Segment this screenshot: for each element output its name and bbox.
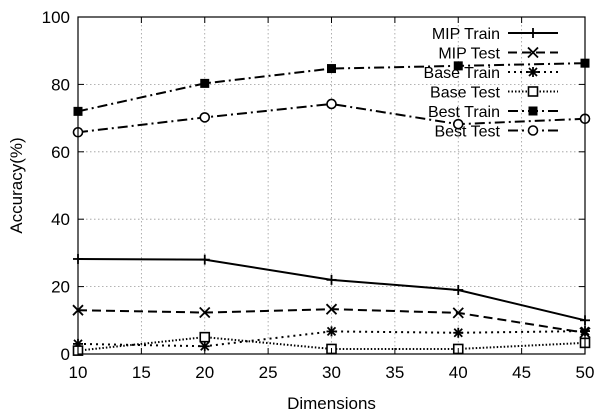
y-tick-label: 60 bbox=[51, 143, 70, 162]
data-point-base-test-marker bbox=[199, 331, 211, 343]
series-best-test bbox=[72, 98, 591, 138]
y-tick-label: 80 bbox=[51, 75, 70, 94]
x-tick-label: 20 bbox=[195, 363, 214, 382]
legend-label: MIP Train bbox=[432, 26, 500, 43]
legend-marker bbox=[528, 28, 538, 38]
legend-label: Base Train bbox=[424, 65, 500, 82]
legend-item-base-test: Base Test bbox=[430, 85, 558, 102]
x-tick-label: 30 bbox=[322, 363, 341, 382]
data-point-mip-test-marker bbox=[199, 306, 211, 319]
y-tick-label: 40 bbox=[51, 210, 70, 229]
data-point-mip-test-marker bbox=[325, 303, 338, 315]
x-tick-label: 50 bbox=[576, 363, 595, 382]
x-tick-label: 25 bbox=[259, 363, 278, 382]
x-tick-label: 40 bbox=[449, 363, 468, 382]
series-lines bbox=[72, 58, 591, 356]
legend-item-base-train: Base Train bbox=[424, 65, 558, 82]
legend-label: Best Test bbox=[434, 124, 500, 141]
data-point-mip-test-marker bbox=[452, 307, 464, 319]
legend-item-best-train: Best Train bbox=[428, 104, 558, 121]
data-point-best-train-marker bbox=[327, 64, 336, 74]
y-tick-label: 20 bbox=[51, 278, 70, 297]
legend-label: Base Test bbox=[430, 85, 501, 102]
series-line-base-train bbox=[77, 330, 586, 348]
data-point-best-test-marker bbox=[326, 98, 337, 110]
legend-marker bbox=[527, 86, 539, 97]
series-line-base-test bbox=[77, 336, 586, 352]
data-point-best-train-marker bbox=[200, 78, 210, 88]
axis-ticks: 10 15 20 25 30 35 40 45 50 0 20 40 60 80 100 bbox=[42, 8, 595, 382]
data-point-best-test-marker bbox=[452, 118, 464, 130]
x-axis-label: Dimensions bbox=[287, 394, 376, 413]
data-point-mip-train-marker bbox=[199, 254, 210, 265]
legend-marker bbox=[528, 106, 538, 116]
legend-label: Best Train bbox=[428, 104, 500, 121]
legend-marker bbox=[527, 125, 539, 136]
legend: MIP Train MIP Test Base Train Base Test Best… bbox=[424, 26, 558, 141]
x-tick-label: 35 bbox=[385, 363, 404, 382]
legend-item-mip-test: MIP Test bbox=[438, 46, 558, 63]
data-point-base-train-marker bbox=[453, 327, 464, 338]
data-point-mip-train-marker bbox=[326, 274, 337, 285]
y-tick-label: 0 bbox=[61, 345, 70, 364]
data-point-mip-train-marker bbox=[453, 284, 464, 295]
legend-item-mip-train: MIP Train bbox=[432, 26, 558, 43]
y-axis-label: Accuracy(%) bbox=[7, 137, 26, 233]
x-tick-label: 10 bbox=[69, 363, 88, 382]
x-tick-label: 15 bbox=[132, 363, 151, 382]
legend-marker bbox=[528, 67, 538, 77]
legend-marker bbox=[527, 46, 539, 59]
data-point-best-test-marker bbox=[199, 112, 211, 123]
legend-label: MIP Test bbox=[438, 46, 500, 63]
x-tick-label: 45 bbox=[512, 363, 531, 382]
series-line-best-train bbox=[77, 62, 586, 113]
grid-lines bbox=[78, 17, 585, 354]
data-point-base-train-marker bbox=[326, 326, 337, 337]
data-point-best-train-marker bbox=[453, 61, 463, 71]
legend-item-best-test: Best Test bbox=[434, 124, 558, 141]
y-tick-label: 100 bbox=[42, 8, 70, 27]
